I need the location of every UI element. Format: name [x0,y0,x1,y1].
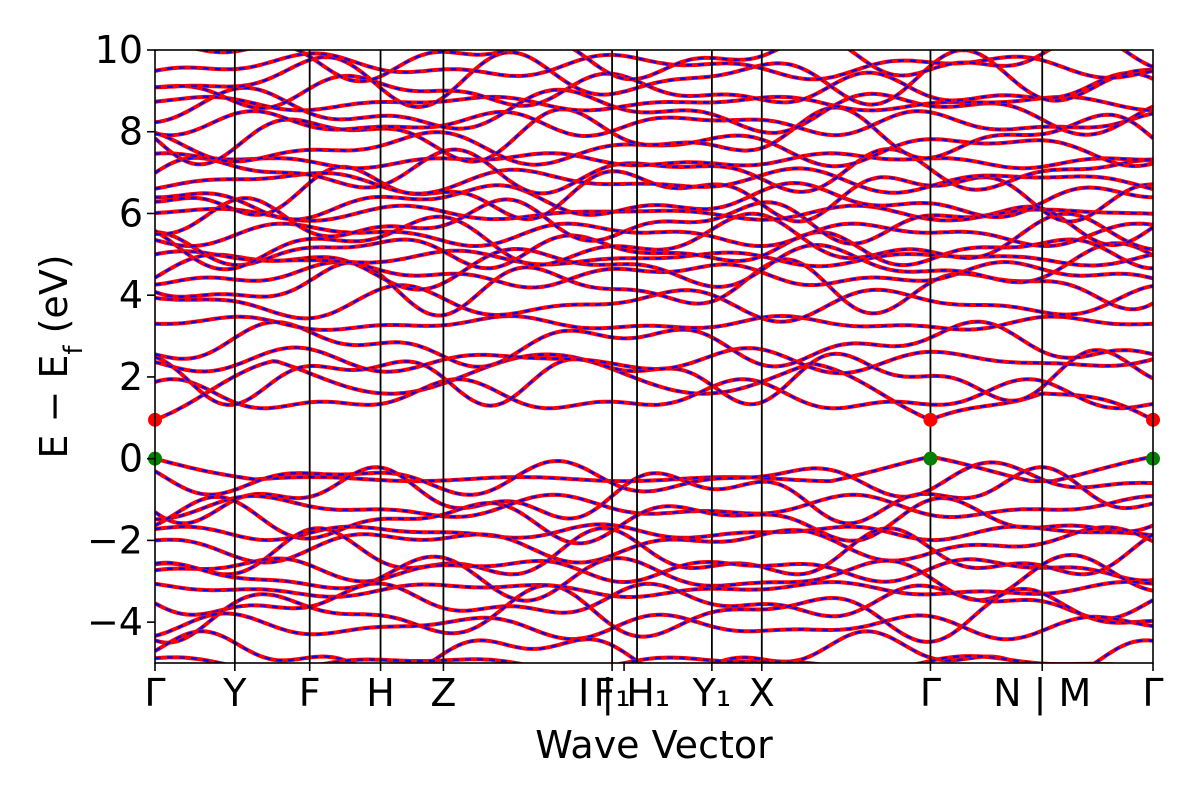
x-axis-label: Wave Vector [535,723,773,767]
band-line-blue-dashed [155,346,1153,375]
band-line-blue-dashed [155,260,1153,289]
x-tick-label: F₁ [594,671,631,715]
cbm-marker [923,412,938,427]
y-axis-label-main: E − E [32,355,76,459]
band-line-red [155,654,1123,663]
band-line-red [155,94,1153,113]
band-line-blue-dashed [155,212,1153,271]
y-tick-label: 8 [119,110,143,154]
band-line-blue-dashed [155,493,1153,521]
x-axis-ticks: Γ Y F H Z F₁I | H₁ Y₁ X Γ N | M Γ [144,663,1164,716]
band-line-blue-dashed [155,378,1153,410]
band-line-blue-dashed [155,495,1153,545]
band-line-blue-dashed [155,167,1153,195]
y-tick-label: 10 [95,28,143,72]
y-axis-label: E − Ef (eV) [32,254,89,458]
x-tick-label: N | M [993,671,1091,716]
x-tick-label: Γ [144,671,165,715]
x-tick-label: I | H₁ [578,671,670,716]
y-axis-label-unit: (eV) [32,254,76,345]
band-edge-markers [148,412,1160,466]
band-line-blue-dashed [155,242,1153,291]
y-axis-ticks: 10 8 6 4 2 0 −2 −4 [87,28,155,644]
band-line-red [155,458,1153,499]
y-tick-label: −2 [87,518,143,562]
band-line-blue-dashed [155,52,1153,81]
band-line-blue-dashed [155,258,1153,317]
band-lines [155,50,1153,663]
band-line-blue-dashed [155,222,1153,248]
x-tick-label: Y [222,671,247,715]
x-tick-label: Y₁ [692,671,731,715]
band-line-red [155,579,1153,599]
high-symmetry-lines [233,50,1044,663]
band-line-red [155,151,1153,171]
y-tick-label: 0 [119,437,143,481]
x-tick-label: Γ [920,671,941,715]
band-line-blue-dashed [155,455,1153,483]
band-line-red [155,109,1153,139]
band-line-red [155,283,1153,324]
band-line-blue-dashed [155,557,1153,584]
band-line-blue-dashed [155,320,1153,368]
y-tick-label: 4 [119,273,143,317]
band-line-blue-dashed [155,106,1153,166]
band-line-blue-dashed [155,181,1153,221]
x-tick-label: Z [430,671,456,715]
x-tick-label: Γ [1142,671,1163,715]
band-line-blue-dashed [155,353,1153,421]
y-axis-label-sub: f [59,345,89,355]
band-line-red [155,454,1153,484]
band-line-blue-dashed [155,526,1153,564]
band-line-blue-dashed [155,348,1153,407]
band-line-blue-dashed [155,284,1153,323]
band-line-blue-dashed [155,584,1153,644]
band-line-blue-dashed [155,612,1153,641]
vbm-marker [923,451,938,466]
band-line-blue-dashed [155,109,1153,138]
band-line-blue-dashed [155,50,1153,83]
band-line-red [155,348,1153,408]
band-line-blue-dashed [155,466,1153,525]
plot-frame [154,49,1154,664]
band-line-red [155,313,1153,332]
y-tick-label: 6 [119,191,143,235]
band-line-blue-dashed [155,71,1153,110]
band-line-red [155,352,1153,422]
band-line-red [155,105,1153,167]
x-tick-label: F [299,671,321,715]
band-line-blue-dashed [155,527,1153,576]
band-line-blue-dashed [155,582,1153,620]
x-tick-label: H [366,671,395,715]
band-line-red [155,230,1153,271]
y-tick-label: −4 [87,600,143,644]
y-tick-label: 2 [119,355,143,399]
x-tick-label: X [749,671,775,715]
band-line-red [155,221,1153,249]
